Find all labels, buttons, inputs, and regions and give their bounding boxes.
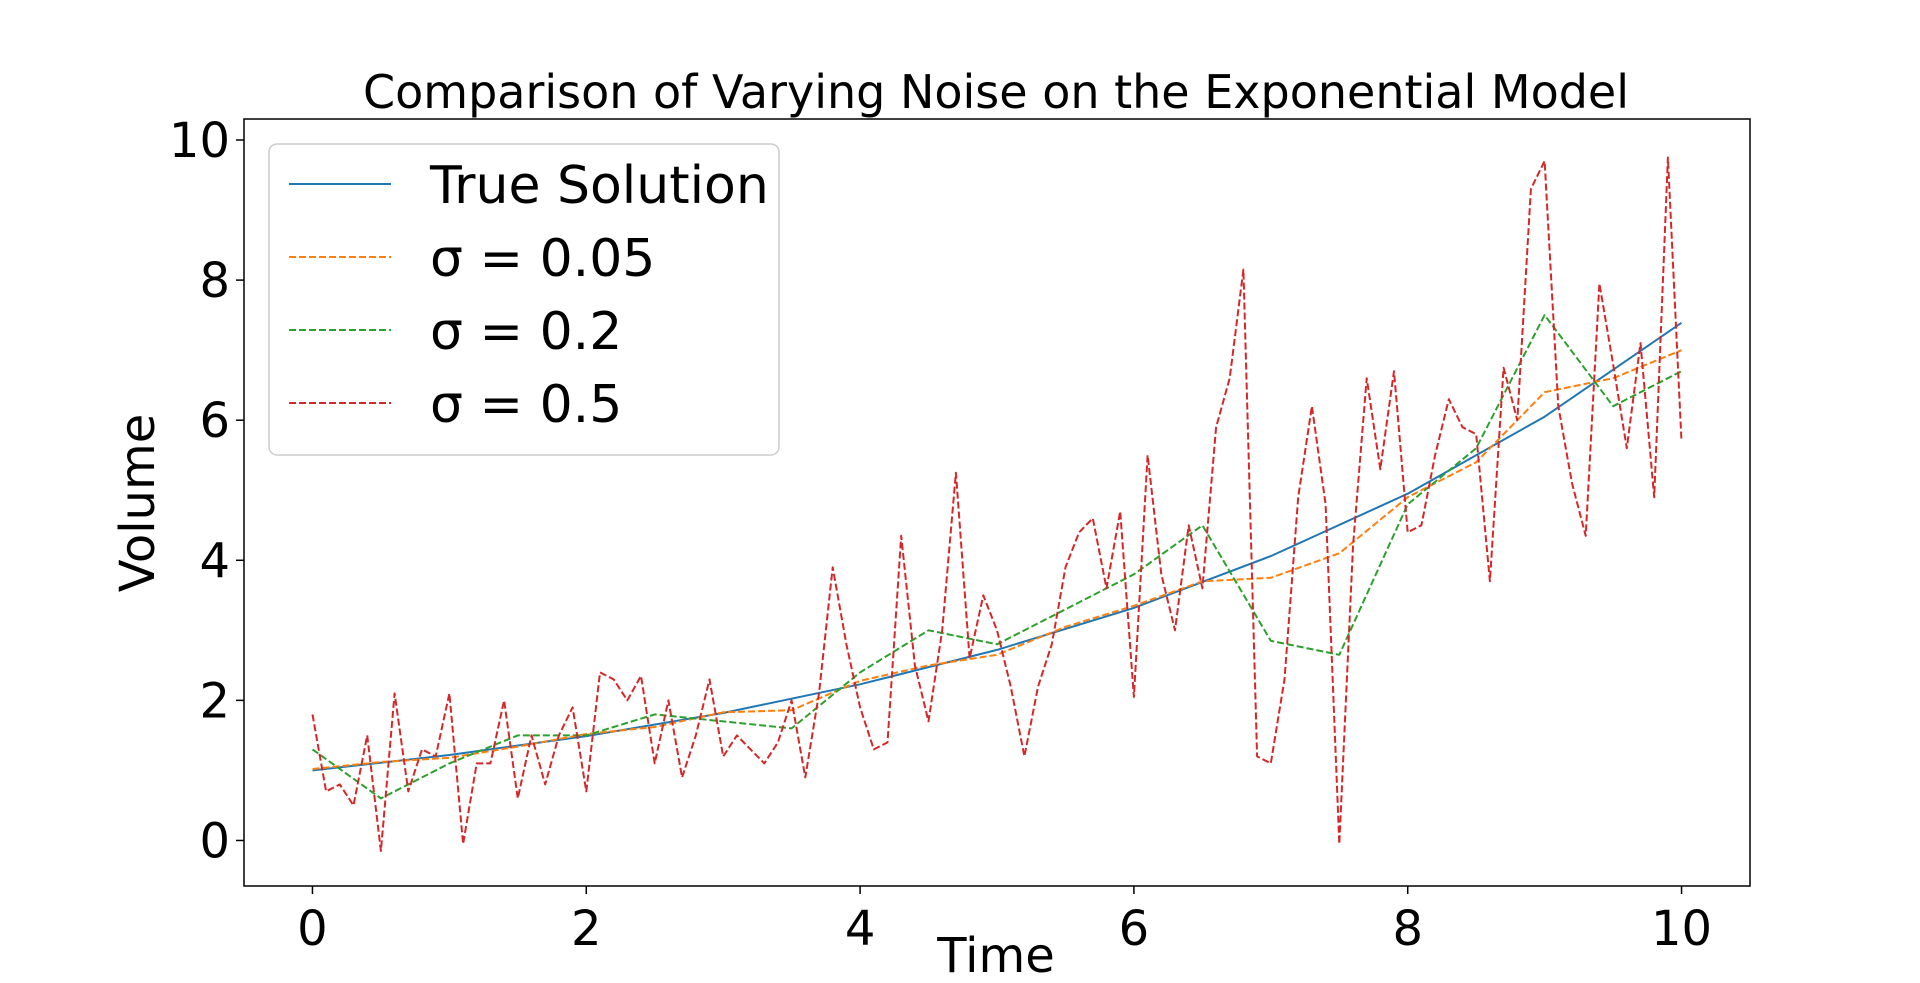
x-tick-label: 6 [1119, 901, 1150, 957]
legend-label-0: True Solution [429, 156, 769, 216]
series-line-2 [311, 314, 1682, 800]
y-tick-label: 4 [199, 533, 230, 589]
y-tick-label: 8 [199, 253, 230, 309]
x-tick-label: 0 [297, 901, 328, 957]
y-tick-label: 0 [199, 813, 230, 869]
series-line-1 [312, 349, 1682, 770]
x-tick-label: 8 [1392, 901, 1423, 957]
legend: True Solution σ = 0.05 σ = 0.2 σ = 0.5 [268, 143, 780, 456]
y-tick-label: 6 [199, 393, 230, 449]
x-tick-label: 10 [1651, 901, 1712, 957]
series-line-0 [312, 321, 1683, 772]
x-tick-label: 4 [845, 901, 876, 957]
legend-label-1: σ = 0.05 [430, 229, 655, 289]
y-axis-label: Volume [110, 414, 166, 593]
legend-box [268, 143, 780, 456]
plot-frame [243, 118, 1751, 887]
x-tick-label: 2 [571, 901, 602, 957]
plot-area [311, 156, 1683, 852]
chart-title: Comparison of Varying Noise on the Expon… [363, 65, 1629, 119]
y-tick-label: 2 [199, 673, 230, 729]
legend-label-2: σ = 0.2 [430, 302, 622, 362]
x-axis-label: Time [936, 928, 1054, 983]
legend-label-3: σ = 0.5 [430, 375, 622, 435]
series-line-3 [311, 156, 1683, 852]
y-tick-label: 10 [169, 113, 230, 169]
x-axis: 0 2 4 6 8 10 [297, 886, 1712, 957]
y-axis: 0 2 4 6 8 10 [169, 113, 244, 869]
